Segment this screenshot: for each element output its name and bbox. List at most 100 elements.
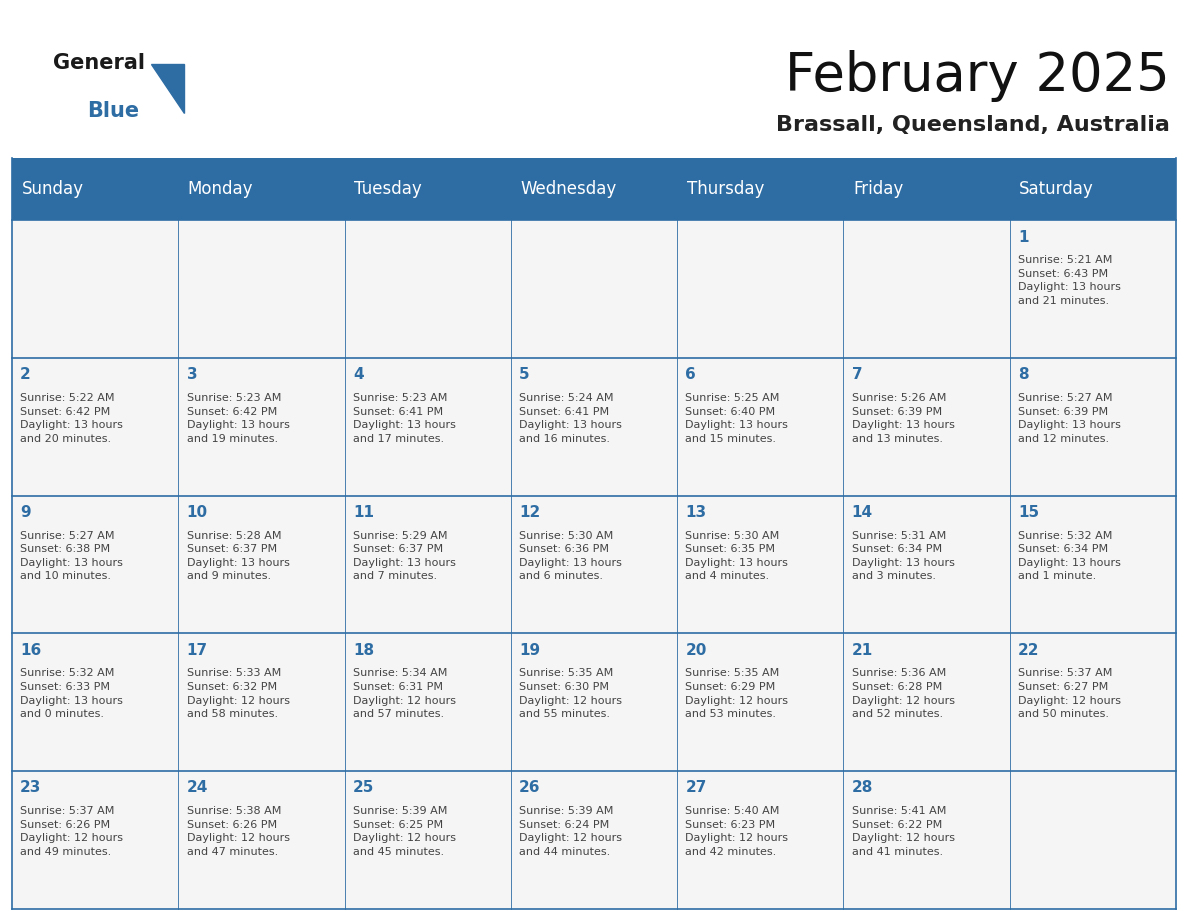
Text: Sunrise: 5:30 AM
Sunset: 6:36 PM
Daylight: 13 hours
and 6 minutes.: Sunrise: 5:30 AM Sunset: 6:36 PM Dayligh…	[519, 531, 623, 581]
Text: Sunrise: 5:32 AM
Sunset: 6:33 PM
Daylight: 13 hours
and 0 minutes.: Sunrise: 5:32 AM Sunset: 6:33 PM Dayligh…	[20, 668, 124, 719]
Bar	[1010, 496, 1176, 633]
Bar	[345, 496, 511, 633]
Bar	[1010, 220, 1176, 358]
Bar	[178, 496, 345, 633]
Text: 9: 9	[20, 505, 31, 520]
Text: Sunrise: 5:35 AM
Sunset: 6:29 PM
Daylight: 12 hours
and 53 minutes.: Sunrise: 5:35 AM Sunset: 6:29 PM Dayligh…	[685, 668, 789, 719]
Text: 7: 7	[852, 367, 862, 382]
Text: 8: 8	[1018, 367, 1029, 382]
Bar	[178, 358, 345, 496]
Bar	[178, 220, 345, 358]
Text: 15: 15	[1018, 505, 1040, 520]
Text: Thursday: Thursday	[687, 180, 764, 198]
Text: 23: 23	[20, 780, 42, 795]
Text: 24: 24	[187, 780, 208, 795]
Text: 13: 13	[685, 505, 707, 520]
Text: Sunrise: 5:36 AM
Sunset: 6:28 PM
Daylight: 12 hours
and 52 minutes.: Sunrise: 5:36 AM Sunset: 6:28 PM Dayligh…	[852, 668, 955, 719]
Text: Saturday: Saturday	[1019, 180, 1094, 198]
Text: 21: 21	[852, 643, 873, 657]
Text: 5: 5	[519, 367, 530, 382]
Text: 3: 3	[187, 367, 197, 382]
Text: 27: 27	[685, 780, 707, 795]
Text: Sunrise: 5:37 AM
Sunset: 6:26 PM
Daylight: 12 hours
and 49 minutes.: Sunrise: 5:37 AM Sunset: 6:26 PM Dayligh…	[20, 806, 124, 856]
Bar	[1010, 633, 1176, 771]
Text: 11: 11	[353, 505, 374, 520]
Text: Sunrise: 5:39 AM
Sunset: 6:24 PM
Daylight: 12 hours
and 44 minutes.: Sunrise: 5:39 AM Sunset: 6:24 PM Dayligh…	[519, 806, 623, 856]
Text: Blue: Blue	[87, 101, 139, 120]
Text: 12: 12	[519, 505, 541, 520]
Text: Friday: Friday	[853, 180, 903, 198]
Bar	[511, 358, 677, 496]
Bar	[511, 496, 677, 633]
Text: Sunrise: 5:40 AM
Sunset: 6:23 PM
Daylight: 12 hours
and 42 minutes.: Sunrise: 5:40 AM Sunset: 6:23 PM Dayligh…	[685, 806, 789, 856]
Bar	[511, 771, 677, 909]
Text: Sunrise: 5:26 AM
Sunset: 6:39 PM
Daylight: 13 hours
and 13 minutes.: Sunrise: 5:26 AM Sunset: 6:39 PM Dayligh…	[852, 393, 955, 443]
Text: Sunrise: 5:35 AM
Sunset: 6:30 PM
Daylight: 12 hours
and 55 minutes.: Sunrise: 5:35 AM Sunset: 6:30 PM Dayligh…	[519, 668, 623, 719]
Bar	[1010, 771, 1176, 909]
Text: Sunrise: 5:23 AM
Sunset: 6:42 PM
Daylight: 13 hours
and 19 minutes.: Sunrise: 5:23 AM Sunset: 6:42 PM Dayligh…	[187, 393, 290, 443]
Text: Tuesday: Tuesday	[354, 180, 422, 198]
Bar	[178, 633, 345, 771]
Bar	[345, 633, 511, 771]
Text: 4: 4	[353, 367, 364, 382]
Bar	[677, 633, 843, 771]
Text: 2: 2	[20, 367, 31, 382]
Text: Sunrise: 5:38 AM
Sunset: 6:26 PM
Daylight: 12 hours
and 47 minutes.: Sunrise: 5:38 AM Sunset: 6:26 PM Dayligh…	[187, 806, 290, 856]
Text: Sunrise: 5:34 AM
Sunset: 6:31 PM
Daylight: 12 hours
and 57 minutes.: Sunrise: 5:34 AM Sunset: 6:31 PM Dayligh…	[353, 668, 456, 719]
Text: 6: 6	[685, 367, 696, 382]
Text: 19: 19	[519, 643, 541, 657]
Text: Sunrise: 5:25 AM
Sunset: 6:40 PM
Daylight: 13 hours
and 15 minutes.: Sunrise: 5:25 AM Sunset: 6:40 PM Dayligh…	[685, 393, 789, 443]
Polygon shape	[151, 64, 184, 113]
Text: 20: 20	[685, 643, 707, 657]
Bar	[843, 220, 1010, 358]
Text: 16: 16	[20, 643, 42, 657]
Bar	[677, 496, 843, 633]
Text: 26: 26	[519, 780, 541, 795]
Text: Wednesday: Wednesday	[520, 180, 617, 198]
Bar	[511, 633, 677, 771]
Text: 25: 25	[353, 780, 374, 795]
Bar	[843, 496, 1010, 633]
Text: 14: 14	[852, 505, 873, 520]
Text: Sunrise: 5:27 AM
Sunset: 6:39 PM
Daylight: 13 hours
and 12 minutes.: Sunrise: 5:27 AM Sunset: 6:39 PM Dayligh…	[1018, 393, 1121, 443]
Bar	[12, 358, 178, 496]
Text: Sunrise: 5:33 AM
Sunset: 6:32 PM
Daylight: 12 hours
and 58 minutes.: Sunrise: 5:33 AM Sunset: 6:32 PM Dayligh…	[187, 668, 290, 719]
Bar	[12, 158, 1176, 220]
Text: Sunrise: 5:23 AM
Sunset: 6:41 PM
Daylight: 13 hours
and 17 minutes.: Sunrise: 5:23 AM Sunset: 6:41 PM Dayligh…	[353, 393, 456, 443]
Bar	[12, 496, 178, 633]
Bar	[345, 220, 511, 358]
Text: Sunday: Sunday	[21, 180, 83, 198]
Text: Sunrise: 5:31 AM
Sunset: 6:34 PM
Daylight: 13 hours
and 3 minutes.: Sunrise: 5:31 AM Sunset: 6:34 PM Dayligh…	[852, 531, 955, 581]
Bar	[843, 771, 1010, 909]
Text: Sunrise: 5:32 AM
Sunset: 6:34 PM
Daylight: 13 hours
and 1 minute.: Sunrise: 5:32 AM Sunset: 6:34 PM Dayligh…	[1018, 531, 1121, 581]
Bar	[843, 358, 1010, 496]
Text: 18: 18	[353, 643, 374, 657]
Text: 17: 17	[187, 643, 208, 657]
Text: Sunrise: 5:21 AM
Sunset: 6:43 PM
Daylight: 13 hours
and 21 minutes.: Sunrise: 5:21 AM Sunset: 6:43 PM Dayligh…	[1018, 255, 1121, 306]
Text: Sunrise: 5:39 AM
Sunset: 6:25 PM
Daylight: 12 hours
and 45 minutes.: Sunrise: 5:39 AM Sunset: 6:25 PM Dayligh…	[353, 806, 456, 856]
Bar	[12, 771, 178, 909]
Text: General: General	[53, 53, 145, 73]
Bar	[677, 771, 843, 909]
Bar	[178, 771, 345, 909]
Text: Sunrise: 5:24 AM
Sunset: 6:41 PM
Daylight: 13 hours
and 16 minutes.: Sunrise: 5:24 AM Sunset: 6:41 PM Dayligh…	[519, 393, 623, 443]
Text: 1: 1	[1018, 230, 1029, 244]
Text: 28: 28	[852, 780, 873, 795]
Bar	[1010, 358, 1176, 496]
Text: Sunrise: 5:37 AM
Sunset: 6:27 PM
Daylight: 12 hours
and 50 minutes.: Sunrise: 5:37 AM Sunset: 6:27 PM Dayligh…	[1018, 668, 1121, 719]
Text: Brassall, Queensland, Australia: Brassall, Queensland, Australia	[776, 115, 1170, 135]
Text: Sunrise: 5:29 AM
Sunset: 6:37 PM
Daylight: 13 hours
and 7 minutes.: Sunrise: 5:29 AM Sunset: 6:37 PM Dayligh…	[353, 531, 456, 581]
Text: Sunrise: 5:30 AM
Sunset: 6:35 PM
Daylight: 13 hours
and 4 minutes.: Sunrise: 5:30 AM Sunset: 6:35 PM Dayligh…	[685, 531, 789, 581]
Bar	[12, 220, 178, 358]
Text: Sunrise: 5:28 AM
Sunset: 6:37 PM
Daylight: 13 hours
and 9 minutes.: Sunrise: 5:28 AM Sunset: 6:37 PM Dayligh…	[187, 531, 290, 581]
Bar	[677, 358, 843, 496]
Bar	[345, 771, 511, 909]
Bar	[843, 633, 1010, 771]
Bar	[511, 220, 677, 358]
Bar	[677, 220, 843, 358]
Text: Sunrise: 5:27 AM
Sunset: 6:38 PM
Daylight: 13 hours
and 10 minutes.: Sunrise: 5:27 AM Sunset: 6:38 PM Dayligh…	[20, 531, 124, 581]
Text: 22: 22	[1018, 643, 1040, 657]
Bar	[345, 358, 511, 496]
Text: 10: 10	[187, 505, 208, 520]
Text: February 2025: February 2025	[785, 50, 1170, 103]
